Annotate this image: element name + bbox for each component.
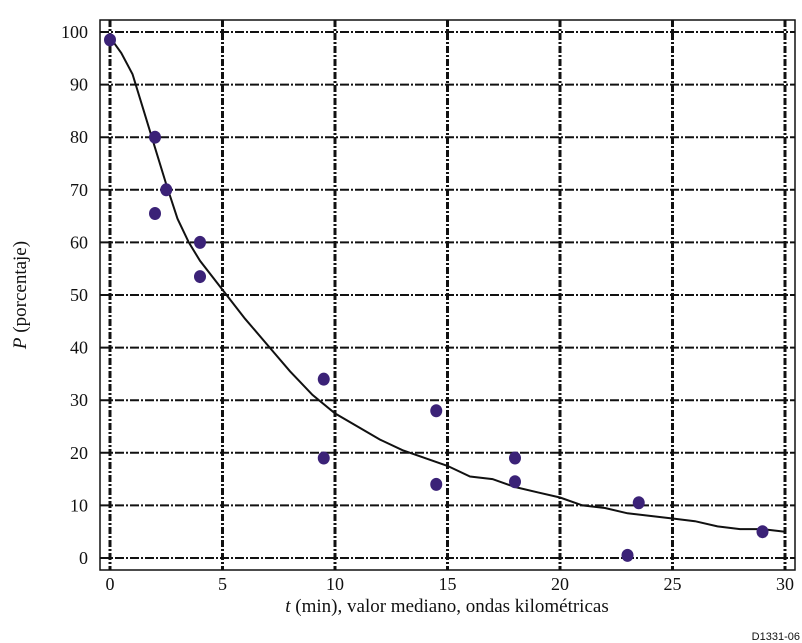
- x-tick-label: 30: [776, 574, 794, 594]
- x-tick-label: 25: [664, 574, 682, 594]
- y-tick-label: 0: [79, 548, 88, 568]
- data-point: [632, 496, 645, 510]
- data-point: [194, 235, 206, 249]
- x-tick-labels: 0 5 10 15 20 25 30: [106, 574, 795, 594]
- y-tick-label: 90: [70, 75, 88, 95]
- x-tick-label: 5: [218, 574, 227, 594]
- data-point: [430, 477, 443, 491]
- y-tick-label: 10: [70, 495, 88, 515]
- data-point: [509, 451, 521, 465]
- data-point: [160, 183, 173, 197]
- y-tick-label: 20: [70, 443, 88, 463]
- figure-code: D1331-06: [752, 631, 800, 643]
- y-tick-labels: 0 10 20 30 40 50 60 70 80 90 100: [61, 22, 88, 568]
- data-point: [149, 206, 161, 220]
- x-axis-title: t (min), valor mediano, ondas kilométric…: [285, 596, 608, 617]
- y-tick-label: 100: [61, 22, 88, 42]
- y-axis-variable: P: [10, 337, 31, 350]
- data-point: [430, 404, 443, 418]
- y-tick-label: 40: [70, 338, 88, 358]
- y-tick-label: 60: [70, 232, 88, 252]
- data-point: [317, 451, 330, 465]
- y-tick-label: 50: [70, 285, 88, 305]
- y-tick-label: 30: [70, 390, 88, 410]
- fitted-curve: [109, 36, 786, 533]
- plot-frame: [99, 19, 796, 571]
- data-point: [621, 548, 634, 562]
- x-tick-label: 0: [106, 574, 115, 594]
- data-point: [317, 372, 330, 386]
- data-point: [756, 525, 769, 539]
- data-point: [104, 33, 116, 47]
- data-points: [104, 33, 769, 562]
- y-axis-title: P (porcentaje): [10, 241, 31, 350]
- x-axis-title-text: (min), valor mediano, ondas kilométricas: [291, 596, 609, 617]
- data-point: [509, 475, 521, 489]
- data-point: [194, 270, 206, 284]
- x-tick-label: 20: [551, 574, 569, 594]
- data-point: [149, 130, 161, 144]
- y-axis-title-text: (porcentaje): [10, 241, 31, 338]
- grid: [100, 20, 795, 570]
- x-tick-label: 15: [439, 574, 457, 594]
- x-tick-label: 10: [326, 574, 344, 594]
- y-tick-label: 70: [70, 180, 88, 200]
- x-axis-variable: t: [285, 596, 291, 617]
- y-tick-label: 80: [70, 127, 88, 147]
